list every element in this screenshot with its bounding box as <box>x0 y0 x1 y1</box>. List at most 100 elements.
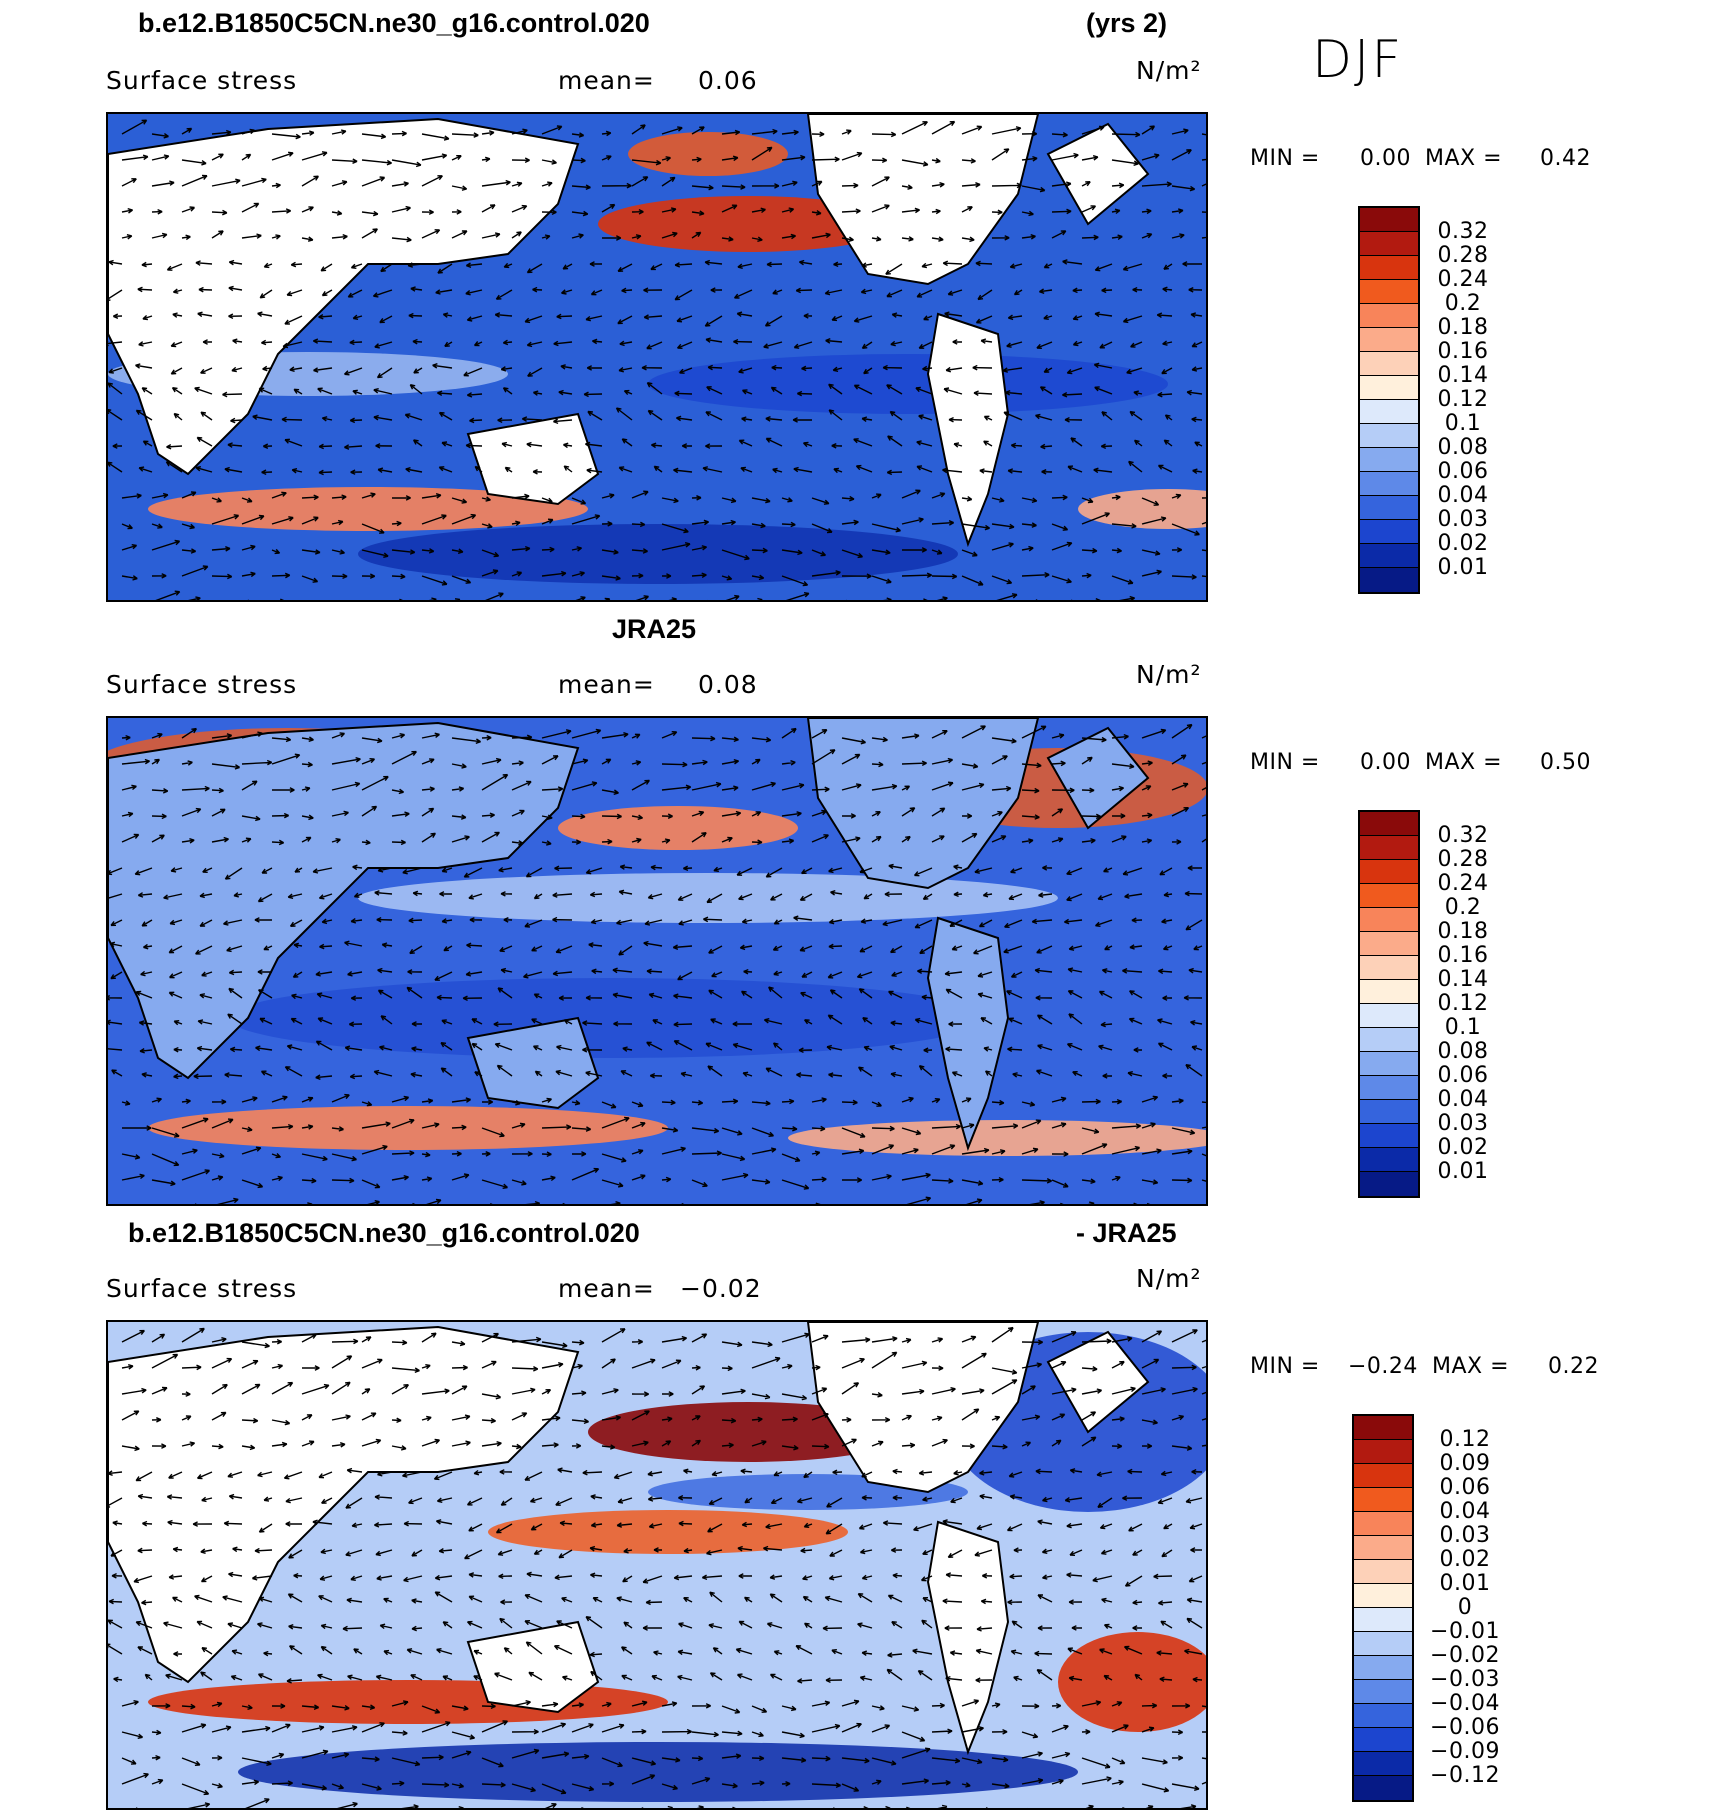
stress-vector <box>702 466 723 473</box>
stress-vector <box>661 1359 682 1369</box>
stress-vector <box>796 390 813 397</box>
stress-vector <box>674 390 693 397</box>
stress-vector <box>811 749 836 765</box>
stress-vector <box>975 1648 993 1655</box>
stress-vector <box>541 1701 559 1708</box>
stress-vector <box>151 1353 179 1369</box>
stress-vector <box>901 236 914 242</box>
stress-vector <box>181 1098 191 1105</box>
stress-vector <box>271 839 285 846</box>
colorbar-tick-label: 0.14 <box>1437 967 1489 992</box>
stress-vector <box>691 210 705 216</box>
stress-vector <box>1192 1676 1203 1683</box>
stress-vector <box>944 970 963 977</box>
stress-vector <box>796 1072 813 1078</box>
stress-vector <box>1160 1470 1173 1477</box>
stress-vector <box>224 466 243 473</box>
stress-vector <box>1081 1366 1098 1372</box>
stress-vector <box>458 1806 464 1808</box>
stress-vector <box>921 262 933 269</box>
stress-vector <box>703 916 723 923</box>
stress-vector <box>241 1179 264 1189</box>
stress-vector <box>421 1438 440 1447</box>
stress-vector <box>1102 1073 1113 1079</box>
stress-vector <box>691 759 708 766</box>
stress-vector <box>721 575 733 581</box>
stress-vector <box>947 289 963 296</box>
stress-vector <box>181 1148 198 1155</box>
stress-vector <box>1021 1751 1043 1759</box>
colorbar-swatch <box>1360 1076 1418 1100</box>
stress-vector <box>863 1045 873 1052</box>
stress-vector <box>121 833 140 843</box>
stress-vector <box>1021 497 1038 503</box>
stress-vector <box>1051 733 1065 739</box>
stress-vector <box>826 1497 843 1508</box>
stress-vector <box>741 1521 753 1528</box>
stress-vector <box>556 313 573 320</box>
stress-vector <box>585 1070 603 1077</box>
stress-vector <box>1094 386 1113 395</box>
stress-vector <box>1141 1443 1153 1449</box>
colorbar-tick-label: 0.03 <box>1437 507 1489 532</box>
stress-vector <box>921 1619 933 1629</box>
stress-vector <box>227 442 243 448</box>
stress-vector <box>931 1780 951 1786</box>
stress-vector <box>312 1519 333 1525</box>
stress-vector <box>936 596 948 600</box>
stress-vector <box>151 1417 162 1423</box>
stress-vector <box>1161 367 1173 375</box>
stress-vector <box>271 1338 283 1345</box>
stress-vector <box>1051 152 1079 161</box>
stress-vector <box>1013 1547 1023 1553</box>
stress-vector <box>871 1440 884 1447</box>
panel1-mean-value: 0.06 <box>698 66 758 95</box>
stress-vector <box>996 593 1018 600</box>
stress-vector <box>1171 807 1190 817</box>
stress-vector <box>331 810 349 817</box>
stress-vector <box>541 840 552 846</box>
stress-vector <box>841 1382 860 1395</box>
stress-vector <box>1186 1617 1203 1629</box>
stress-vector <box>301 175 319 187</box>
stress-vector <box>771 364 783 371</box>
stress-vector <box>661 1176 672 1183</box>
colorbar-swatch <box>1360 352 1418 376</box>
stress-vector <box>1201 1781 1206 1785</box>
stress-vector <box>151 1153 180 1167</box>
stress-vector <box>811 131 825 138</box>
stress-vector <box>451 548 464 554</box>
stress-vector <box>674 289 693 301</box>
stress-vector <box>679 367 693 374</box>
stress-vector <box>961 1179 984 1186</box>
stress-vector <box>433 1471 453 1481</box>
stress-vector <box>312 338 333 344</box>
stress-vector <box>241 1757 272 1766</box>
stress-vector <box>155 590 181 600</box>
stress-vector <box>871 1757 897 1766</box>
stress-vector <box>764 315 783 327</box>
stress-vector <box>841 1722 862 1733</box>
stress-vector <box>1085 1804 1094 1808</box>
stress-vector <box>1171 1729 1184 1736</box>
stress-vector <box>347 1674 363 1681</box>
stress-vector <box>211 733 233 739</box>
stress-vector <box>1012 1072 1023 1078</box>
stress-vector <box>770 386 783 395</box>
stress-vector <box>751 547 768 554</box>
stress-vector <box>172 288 183 294</box>
stress-vector <box>811 1755 831 1762</box>
stress-vector <box>691 572 707 579</box>
stress-vector <box>691 1333 708 1343</box>
stress-vector <box>241 177 267 187</box>
stress-vector <box>721 1098 739 1105</box>
colorbar-swatch <box>1360 884 1418 908</box>
stress-vector <box>1146 1202 1151 1204</box>
stress-vector <box>1021 1101 1036 1107</box>
stress-vector <box>661 1728 693 1735</box>
stress-vector <box>1051 1331 1077 1343</box>
stress-vector <box>181 1703 196 1710</box>
stress-vector <box>1201 1126 1206 1129</box>
stress-vector <box>500 891 513 897</box>
stress-vector <box>391 573 406 580</box>
